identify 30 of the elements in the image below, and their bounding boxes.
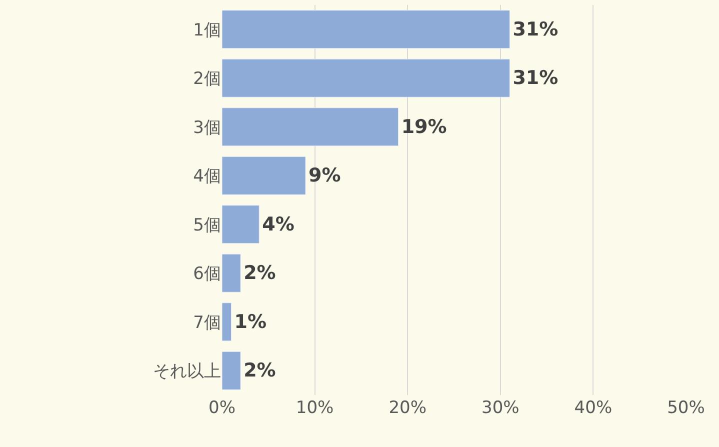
x-tick-label: 50% — [667, 398, 705, 418]
x-tick-label: 20% — [388, 398, 426, 418]
data-label: 1% — [234, 310, 267, 333]
bar — [222, 108, 399, 146]
x-tick-label: 40% — [574, 398, 612, 418]
y-tick-label: 5個 — [193, 215, 221, 236]
y-tick-label: 6個 — [193, 264, 221, 284]
y-tick-label: それ以上 — [153, 362, 221, 382]
y-tick-label: 3個 — [193, 118, 221, 138]
bar — [222, 205, 260, 244]
x-tick-label: 30% — [482, 398, 520, 418]
bar — [222, 351, 241, 390]
data-label: 9% — [308, 164, 341, 187]
bar — [222, 302, 232, 342]
y-tick-label: 7個 — [193, 312, 221, 333]
data-label: 31% — [512, 18, 558, 40]
data-label: 4% — [262, 213, 294, 236]
x-tick-label: 0% — [208, 398, 236, 418]
data-label: 19% — [401, 116, 447, 138]
data-label: 2% — [244, 360, 276, 382]
data-label: 2% — [244, 262, 276, 284]
y-tick-label: 4個 — [193, 166, 221, 187]
x-tick-label: 10% — [296, 398, 334, 418]
bar — [222, 254, 241, 292]
bar — [222, 10, 510, 49]
y-tick-label: 2個 — [193, 69, 221, 90]
bar — [222, 58, 510, 98]
y-tick-label: 1個 — [193, 20, 221, 40]
bar — [222, 156, 306, 195]
data-label: 31% — [512, 67, 558, 90]
